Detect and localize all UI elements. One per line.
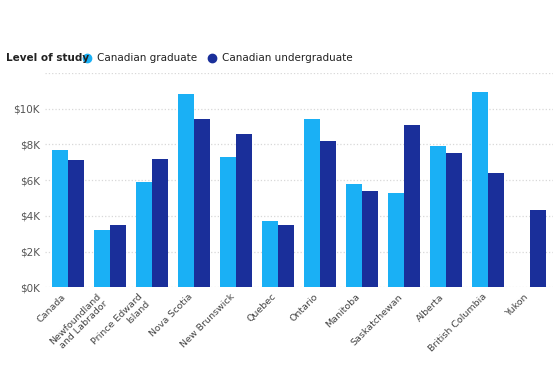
Bar (472, 92, 488, 287)
Bar (110, 225, 126, 287)
Bar (388, 193, 404, 287)
Bar (530, 210, 546, 287)
Text: Canadian graduate: Canadian graduate (97, 53, 197, 64)
Bar (236, 134, 252, 287)
Bar (220, 157, 236, 287)
Bar (430, 146, 446, 287)
Text: Level of study: Level of study (6, 53, 89, 64)
Bar (404, 124, 420, 287)
Bar (446, 153, 462, 287)
Bar (136, 182, 152, 287)
Bar (362, 191, 378, 287)
Bar (320, 141, 336, 287)
Bar (152, 159, 168, 287)
Bar (488, 173, 504, 287)
Bar (346, 183, 362, 287)
Text: Average tuition fees for Canadian students, by geography, 2023/2024 (current dol: Average tuition fees for Canadian studen… (6, 16, 559, 28)
Bar (194, 119, 210, 287)
Bar (178, 94, 194, 287)
Text: Canadian undergraduate: Canadian undergraduate (222, 53, 353, 64)
Bar (52, 150, 68, 287)
Bar (94, 230, 110, 287)
Bar (68, 160, 84, 287)
Bar (278, 225, 294, 287)
Bar (304, 119, 320, 287)
Bar (262, 221, 278, 287)
